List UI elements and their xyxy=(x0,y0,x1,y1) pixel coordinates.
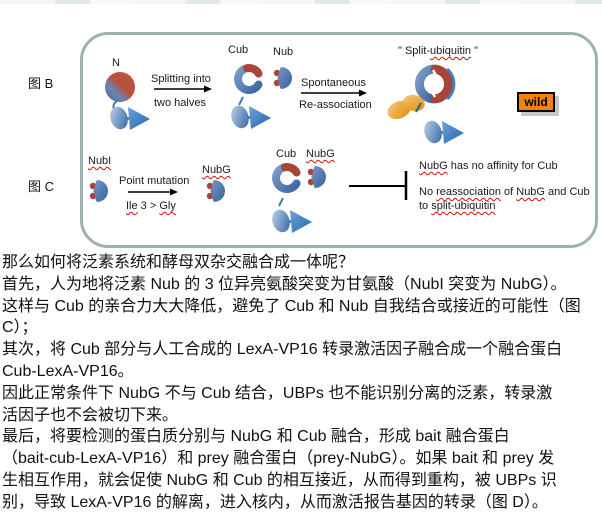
reassoc-arrow-caption-bottom: Re-association xyxy=(299,99,372,111)
body-line: Cub-LexA-VP16。 xyxy=(2,362,134,380)
gly-word: Gly xyxy=(159,200,176,212)
nubi-label: NubI xyxy=(88,155,112,167)
body-text: 那么如何将泛素系统和酵母双杂交融合成一体呢？ 首先，人为地将泛素 Nub 的 3… xyxy=(2,252,600,514)
body-line: 因此正常条件下 NubG 不与 Cub 结合，UBPs 也不能识别分离的泛素，转… xyxy=(2,384,553,402)
body-line: 最后，将要检测的蛋白质分别与 NubG 和 Cub 融合，形成 bait 融合蛋… xyxy=(2,428,510,446)
nubg-label: NubG xyxy=(202,164,231,176)
body-line: 生相互作用，就会促使 NubG 和 Cub 的相互接近，从而得到重构，被 UBP… xyxy=(2,471,557,489)
note2-text-2: of xyxy=(500,186,517,198)
mutation-mid-text: 3 > xyxy=(137,200,160,212)
figure-c-label: 图 C xyxy=(28,179,55,194)
n-terminus-label: N xyxy=(112,57,120,69)
note2-text-3: and Cub xyxy=(545,186,590,198)
body-line: 其次，将 Cub 部分与人工合成的 LexA-VP16 转录激活因子融合成一个融… xyxy=(2,341,563,359)
note-to-split-ubiquitin: to split-ubiquitin xyxy=(419,200,495,213)
body-line: 活因子也不会被切下来。 xyxy=(2,406,179,424)
wild-button[interactable]: wild xyxy=(517,92,555,112)
note-no-affinity: NubG has no affinity for Cub xyxy=(419,160,558,173)
reassoc-arrow-caption-top: Spontaneous xyxy=(301,77,366,89)
body-line: （bait-cub-LexA-VP16）和 prey 融合蛋白（prey-Nub… xyxy=(2,450,555,468)
note-no-reassociation: No reassociation of NubG and Cub xyxy=(419,186,590,199)
body-line: 别，导致 LexA-VP16 的解离，进入核内，从而激活报告基因的转录（图 D）… xyxy=(2,493,548,511)
note1-rest-text: has no affinity for Cub xyxy=(447,160,558,172)
nub-label: Nub xyxy=(273,46,294,58)
top-edge-artifact xyxy=(0,0,602,4)
figure-b-label: 图 B xyxy=(28,76,54,91)
cub-label-c: Cub xyxy=(276,148,297,160)
body-line: 那么如何将泛素系统和酵母双杂交融合成一体呢？ xyxy=(2,254,355,271)
split-ubiquitin-label-prefix: " Split- xyxy=(398,45,431,57)
note3-text: to xyxy=(419,200,432,212)
ile-word: Ile xyxy=(126,200,138,212)
mutation-arrow-caption: Point mutation xyxy=(119,175,190,187)
body-line: 首先，人为地将泛素 Nub 的 3 位异亮氨酸突变为甘氨酸（NubI 突变为 N… xyxy=(2,275,567,293)
mutation-detail-label: Ile 3 > Gly xyxy=(126,200,176,213)
split-ubiquitin-label-word: ubiquitin xyxy=(430,45,472,57)
splitting-arrow-caption-top: Splitting into xyxy=(151,73,211,85)
note2-text-1: No xyxy=(419,186,437,198)
nubg-label-c: NubG xyxy=(306,148,335,160)
note1-nubg-word: NubG xyxy=(419,160,448,172)
splitting-arrow-caption-bottom: two halves xyxy=(154,97,206,109)
split-ubiquitin-label-suffix: " xyxy=(471,45,478,57)
note2-reassociation-word: reassociation xyxy=(436,186,501,198)
note3-split-ubiquitin-word: split-ubiquitin xyxy=(431,200,496,212)
body-line: C）； xyxy=(2,319,38,337)
figure-panel xyxy=(80,32,598,248)
note2-nubg-word: NubG xyxy=(516,186,545,198)
split-ubiquitin-label: " Split-ubiquitin " xyxy=(398,45,478,58)
body-line: 这样与 Cub 的亲合力大大降低，避免了 Cub 和 Nub 自我结合或接近的可… xyxy=(2,297,581,315)
cub-label: Cub xyxy=(228,44,249,56)
